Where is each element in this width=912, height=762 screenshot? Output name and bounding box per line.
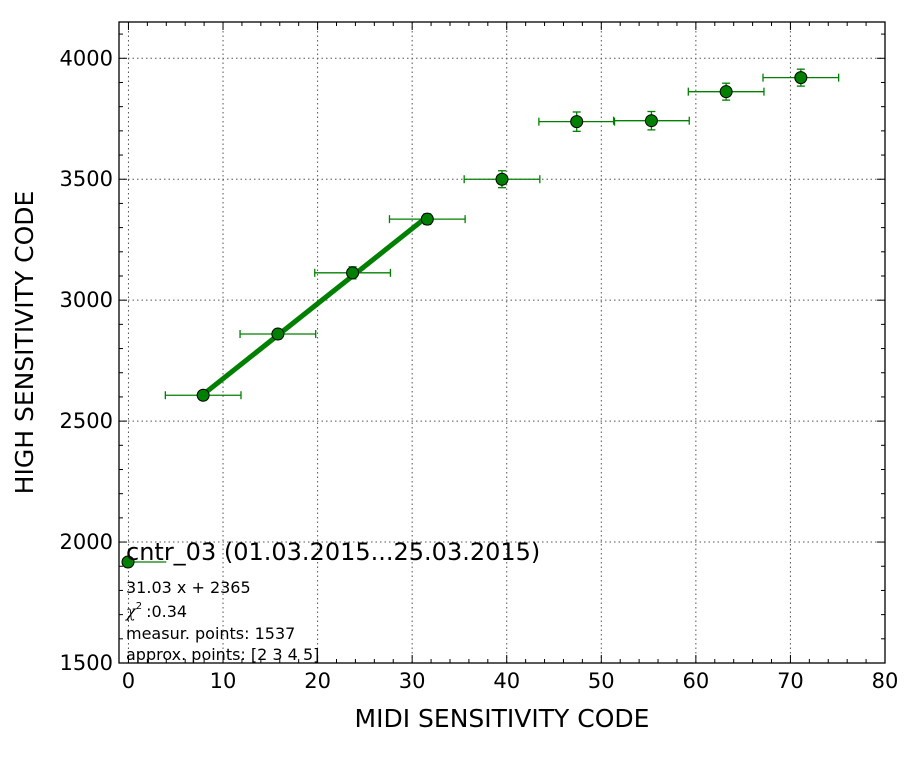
x-tick-label: 60 xyxy=(682,669,709,693)
x-axis-title: MIDI SENSITIVITY CODE xyxy=(355,704,650,733)
legend-marker xyxy=(121,555,135,569)
chi-symbol: χ xyxy=(125,602,137,621)
y-tick-labels: 1500 2000 2500 3000 3500 4000 xyxy=(60,46,113,675)
y-tick-label: 3500 xyxy=(60,167,113,191)
fit-line xyxy=(201,214,429,397)
data-point xyxy=(346,266,360,280)
x-tick-label: 70 xyxy=(777,669,804,693)
x-tick-label: 0 xyxy=(122,669,135,693)
y-axis-title: HIGH SENSITIVITY CODE xyxy=(10,191,39,495)
y-tick-label: 3000 xyxy=(60,288,113,312)
legend: cntr_03 (01.03.2015...25.03.2015) 31.03 … xyxy=(121,538,540,664)
plot-frame xyxy=(118,21,886,664)
x-tick-labels: 0 10 20 30 40 50 60 70 80 xyxy=(122,669,899,693)
data-points xyxy=(196,71,808,402)
legend-approx-points: approx. points: [2 3 4 5] xyxy=(126,645,319,664)
chi-value: :0.34 xyxy=(146,602,187,621)
x-tick-label: 40 xyxy=(493,669,520,693)
y-tick-label: 4000 xyxy=(60,46,113,70)
x-tick-label: 20 xyxy=(304,669,331,693)
legend-measur-points: measur. points: 1537 xyxy=(126,624,295,643)
x-tick-label: 80 xyxy=(872,669,899,693)
data-point xyxy=(420,212,434,226)
chi-superscript: 2 xyxy=(136,601,142,612)
y-tick-label: 2000 xyxy=(60,530,113,554)
data-point xyxy=(271,327,285,341)
x-tick-label: 10 xyxy=(210,669,237,693)
data-point xyxy=(570,115,584,129)
legend-fit-equation: 31.03 x + 2365 xyxy=(126,578,251,597)
minor-ticks xyxy=(119,22,885,663)
data-point xyxy=(719,85,733,99)
legend-chi-squared: χ2 :0.34 xyxy=(125,601,187,621)
data-point xyxy=(495,172,509,186)
data-point xyxy=(794,71,808,85)
x-tick-label: 50 xyxy=(588,669,615,693)
data-point xyxy=(196,388,210,402)
y-tick-label: 1500 xyxy=(60,651,113,675)
x-tick-label: 30 xyxy=(399,669,426,693)
y-tick-label: 2500 xyxy=(60,409,113,433)
data-point xyxy=(644,114,658,128)
legend-series-label: cntr_03 (01.03.2015...25.03.2015) xyxy=(126,538,540,566)
